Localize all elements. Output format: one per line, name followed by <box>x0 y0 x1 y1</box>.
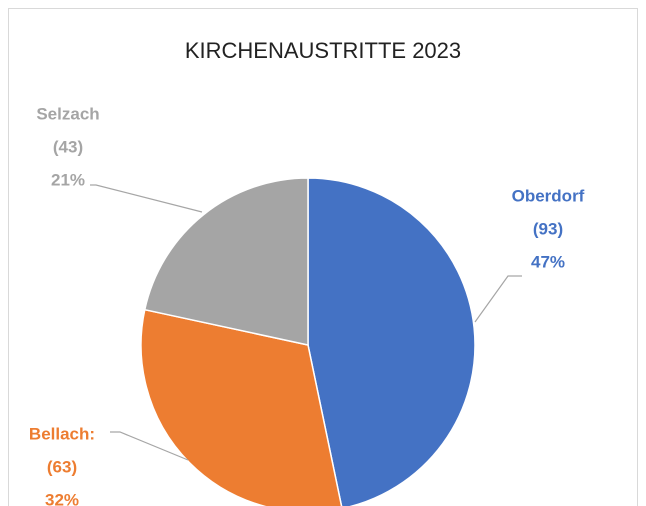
data-label-value: (63) <box>47 457 77 476</box>
data-label-percent: 47% <box>531 252 565 271</box>
pie-slice <box>140 308 343 506</box>
leader-line <box>90 184 203 213</box>
data-label-percent: 32% <box>45 490 79 506</box>
data-label-name: Bellach: <box>29 424 95 443</box>
data-label-value: (43) <box>53 137 83 156</box>
chart-title: KIRCHENAUSTRITTE 2023 <box>185 38 461 63</box>
data-label-name: Oberdorf <box>512 186 585 205</box>
pie-slice <box>143 177 309 346</box>
pie-slice <box>307 177 476 506</box>
data-label-value: (93) <box>533 219 563 238</box>
leader-line <box>110 431 189 461</box>
data-label-name: Selzach <box>36 104 99 123</box>
data-label-percent: 21% <box>51 170 85 189</box>
leader-line <box>474 275 522 323</box>
